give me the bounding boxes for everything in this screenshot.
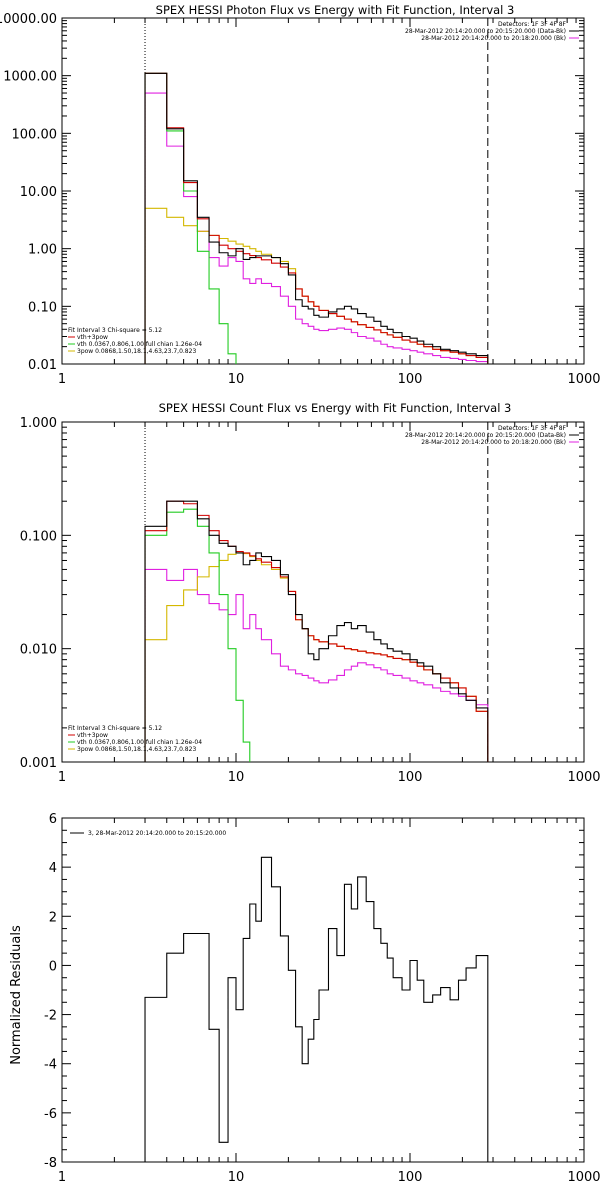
x-tick-label: 10 [228,372,245,387]
legend-top-text: Detectors: 1F 3F 4F 8F [498,425,567,432]
legend-bottom-text: Fit Interval 3 Chi-square = 5.12 [68,725,162,732]
y-tick-label: 6 [49,812,57,827]
legend-top-text: Detectors: 1F 3F 4F 8F [498,21,567,28]
x-tick-label: 1000 [567,1170,600,1185]
photon-flux-title: SPEX HESSI Photon Flux vs Energy with Fi… [156,3,515,17]
series-line-total [144,856,489,1162]
y-tick-label: 0.010 [20,643,57,658]
series-line-vth [144,508,489,762]
y-tick-label: 100.00 [12,127,58,142]
y-tick-label: 1000.00 [3,70,57,85]
y-tick-label: 0 [49,959,57,974]
y-tick-label: 0.100 [20,529,57,544]
legend-bottom-text: 3pow 0.0868,1.50,18.1,4.63,23.7,0.823 [77,746,196,753]
series-line-total [144,500,489,762]
x-tick-label: 1 [58,372,66,387]
y-tick-label: 0.01 [28,358,57,373]
y-tick-label: 1.00 [28,243,57,258]
series-line-vth [144,72,489,364]
x-tick-label: 10 [228,1170,245,1185]
series-group [144,856,489,1162]
y-tick-label: 10.00 [20,185,57,200]
legend-bottom-text: vth+3pow [77,334,108,341]
y-tick-label: 2 [49,910,57,925]
y-tick-label: 10000.00 [0,12,57,27]
x-tick-label: 1000 [567,770,600,785]
series-line-model_sum [144,72,489,364]
legend-top-text: 28-Mar-2012 20:14:20.000 to 20:15:20.000… [405,28,566,35]
legend-bottom-text: vth+3pow [77,732,108,739]
x-tick-label: 100 [398,1170,423,1185]
legend-top-text: 28-Mar-2012 20:14:20.000 to 20:18:20.000… [421,35,566,42]
y-tick-label: -2 [44,1009,57,1024]
series-group [144,72,489,364]
y-tick-label: -4 [44,1058,57,1073]
x-tick-label: 100 [398,770,423,785]
series-line-background [144,92,489,364]
y-tick-label: 4 [49,861,57,876]
series-line-spower [144,552,489,762]
series-group [144,500,489,762]
series-line-model_sum [144,500,489,762]
count-flux-panel: SPEX HESSI Count Flux vs Energy with Fit… [20,401,600,785]
legend-bottom-text: vth 0.0367,0.806,1.00 full chian 1.26e-0… [77,739,202,746]
photon-flux-panel: SPEX HESSI Photon Flux vs Energy with Fi… [0,3,600,387]
series-line-background [144,568,489,762]
x-tick-label: 10 [228,770,245,785]
y-tick-label: -6 [44,1107,57,1122]
legend-bottom-text: vth 0.0367,0.806,1.00 full chian 1.26e-0… [77,341,202,348]
x-tick-label: 100 [398,372,423,387]
residuals-panel: Normalized Residuals 1 10 100 1000 -8 -6 -4 -2 0… [9,812,600,1185]
legend-top-text: 28-Mar-2012 20:14:20.000 to 20:18:20.000… [421,439,566,446]
legend-bottom-text: Fit Interval 3 Chi-square = 5.12 [68,327,162,334]
y-tick-label: 0.10 [28,300,57,315]
plot-frame [61,421,585,763]
y-tick-label: 0.001 [20,756,57,771]
x-tick-label: 1 [58,1170,66,1185]
legend-text: 3, 28-Mar-2012 20:14:20.000 to 20:15:20.… [88,830,226,837]
y-tick-label: -8 [44,1156,57,1171]
plot-frame [61,17,585,365]
series-line-total [144,72,489,364]
residuals-ylabel: Normalized Residuals [9,925,24,1065]
y-tick-label: 1.000 [20,416,57,431]
legend-top-text: 28-Mar-2012 20:14:20.000 to 20:15:20.000… [405,432,566,439]
count-flux-title: SPEX HESSI Count Flux vs Energy with Fit… [159,401,512,415]
legend-bottom-text: 3pow 0.0868,1.50,18.1,4.63,23.7,0.823 [77,348,196,355]
x-tick-label: 1 [58,770,66,785]
x-tick-label: 1000 [567,372,600,387]
